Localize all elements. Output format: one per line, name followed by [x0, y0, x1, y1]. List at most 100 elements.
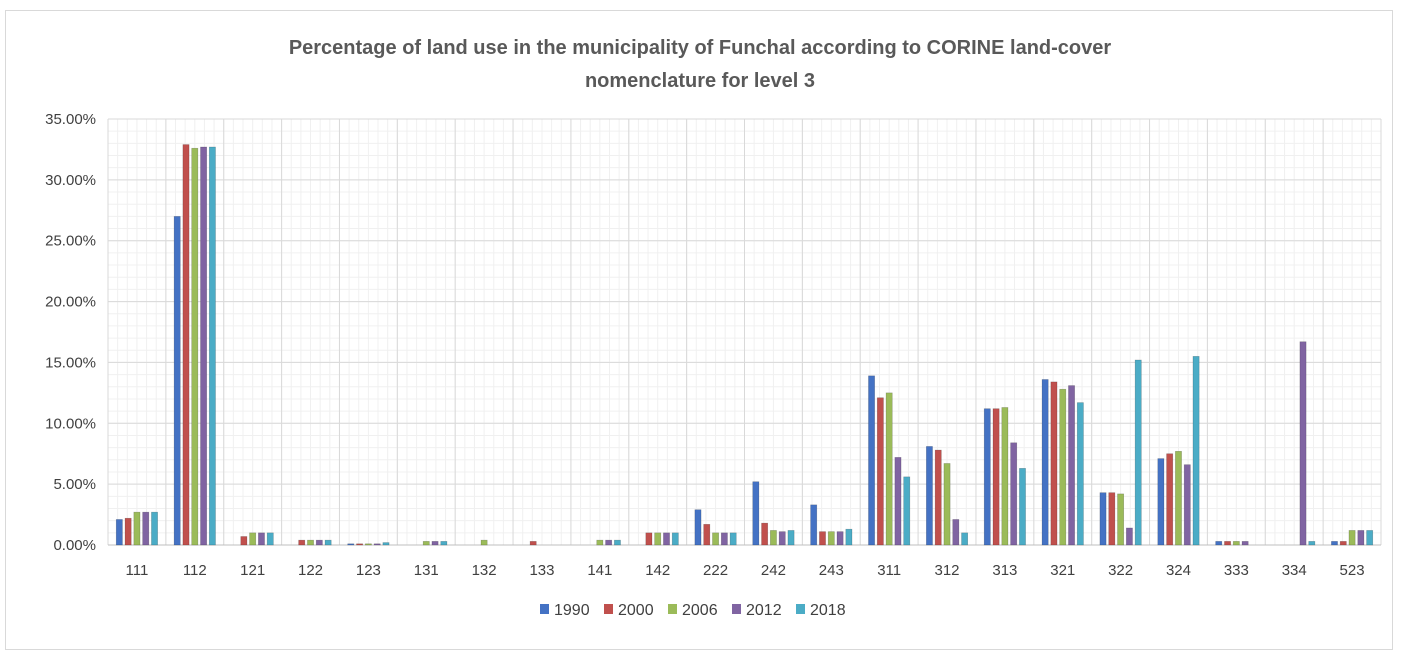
legend-swatch-2012 [732, 604, 741, 614]
bar-2018-324 [1192, 356, 1200, 546]
x-tick-label: 123 [356, 562, 381, 579]
x-tick-label: 121 [240, 562, 265, 579]
bar-2006-242 [770, 530, 777, 546]
bar-2000-312 [934, 449, 942, 546]
bar-2012-111 [142, 511, 150, 546]
bar-2006-132 [480, 539, 488, 546]
legend-swatch-2006 [668, 604, 677, 614]
bar-2012-122 [315, 539, 323, 546]
bar-2012-324 [1183, 464, 1191, 546]
bar-2012-121 [258, 532, 265, 546]
bar-2018-111 [151, 511, 158, 546]
bar-2018-123 [382, 542, 390, 546]
bar-1990-321 [1041, 379, 1049, 546]
bar-2000-122 [298, 539, 306, 546]
bar-2012-322 [1126, 527, 1133, 546]
bar-1990-243 [810, 504, 818, 546]
bar-2006-112 [191, 147, 199, 546]
bar-2012-141 [605, 539, 613, 546]
bar-2000-111 [124, 517, 132, 546]
legend-label-2018: 2018 [810, 602, 846, 619]
bar-1990-523 [1331, 541, 1338, 546]
bar-2000-322 [1108, 492, 1116, 546]
y-tick-label: 25.00% [45, 233, 96, 250]
bar-1990-311 [868, 375, 875, 546]
bars [115, 144, 1374, 546]
bar-2018-222 [729, 532, 737, 546]
x-tick-label: 132 [472, 562, 497, 579]
bar-2018-523 [1366, 530, 1374, 546]
bar-2012-243 [836, 531, 844, 546]
bar-2018-112 [208, 146, 216, 546]
x-tick-label: 131 [414, 562, 439, 579]
bar-2018-334 [1308, 541, 1316, 546]
x-tick-label: 321 [1050, 562, 1075, 579]
x-tick-label: 142 [645, 562, 670, 579]
bar-2000-123 [356, 543, 363, 546]
x-tick-label: 242 [761, 562, 786, 579]
bar-2012-123 [373, 543, 381, 546]
bar-2012-334 [1299, 341, 1307, 546]
x-tick-label: 322 [1108, 562, 1133, 579]
bar-2006-243 [827, 531, 835, 546]
x-tick-label: 111 [126, 562, 149, 579]
bar-2018-242 [787, 530, 795, 546]
x-tick-label: 133 [529, 562, 554, 579]
x-tick-label: 311 [877, 562, 901, 579]
bar-2000-142 [645, 532, 653, 546]
bar-2012-242 [778, 531, 786, 546]
chart-title-line-1: Percentage of land use in the municipali… [289, 37, 1112, 59]
bar-2000-324 [1166, 453, 1174, 546]
legend: 1990 2000 2006 2012 2018 [540, 602, 846, 619]
x-tick-label: 222 [703, 562, 728, 579]
bar-2018-322 [1134, 359, 1142, 546]
bar-2012-321 [1068, 385, 1075, 546]
bar-2000-121 [240, 536, 248, 546]
bar-2018-311 [903, 476, 911, 546]
bar-2006-131 [422, 541, 430, 546]
bar-2012-222 [720, 532, 728, 546]
bar-1990-333 [1215, 541, 1223, 546]
x-tick-label: 312 [935, 562, 960, 579]
bar-1990-242 [752, 481, 760, 546]
bar-1990-312 [926, 446, 933, 546]
x-tick-label: 334 [1282, 562, 1307, 579]
bar-2018-142 [671, 532, 679, 546]
bar-2000-321 [1050, 381, 1058, 546]
bar-2006-311 [885, 392, 893, 546]
bar-1990-112 [173, 216, 181, 546]
legend-label-2000: 2000 [618, 602, 654, 619]
bar-2000-523 [1339, 541, 1347, 546]
bar-2006-142 [654, 532, 662, 546]
bar-2018-131 [440, 541, 448, 546]
bar-2006-123 [364, 543, 372, 546]
bar-2000-222 [703, 524, 711, 546]
bar-2012-112 [200, 146, 207, 546]
x-tick-label: 112 [183, 562, 207, 579]
bar-chart: Percentage of land use in the municipali… [45, 37, 1382, 619]
bar-2012-333 [1241, 541, 1249, 546]
bar-2006-324 [1175, 450, 1182, 546]
y-tick-label: 35.00% [45, 111, 96, 128]
y-tick-label: 10.00% [45, 415, 96, 432]
legend-swatch-1990 [540, 604, 549, 614]
bar-2006-523 [1348, 530, 1356, 546]
legend-label-2012: 2012 [746, 602, 782, 619]
bar-2000-313 [992, 408, 1000, 546]
x-axis-tick-labels: 111 112 121 122 123 131 132 133 141 142 222 242 243 3… [126, 562, 1365, 579]
bar-2012-311 [894, 457, 902, 546]
bar-2012-313 [1010, 442, 1018, 546]
bar-2006-333 [1232, 541, 1240, 546]
x-tick-label: 324 [1166, 562, 1191, 579]
bar-1990-111 [115, 519, 123, 546]
chart-title-line-2: nomenclature for level 3 [585, 70, 815, 92]
y-tick-label: 30.00% [45, 172, 96, 189]
bar-2000-243 [819, 531, 826, 546]
x-tick-label: 141 [587, 562, 612, 579]
bar-2018-243 [845, 528, 853, 546]
bar-2018-122 [324, 539, 332, 546]
bar-2012-312 [952, 519, 960, 546]
bar-2006-313 [1001, 407, 1009, 546]
y-tick-label: 20.00% [45, 294, 96, 311]
bar-2000-311 [876, 397, 884, 546]
